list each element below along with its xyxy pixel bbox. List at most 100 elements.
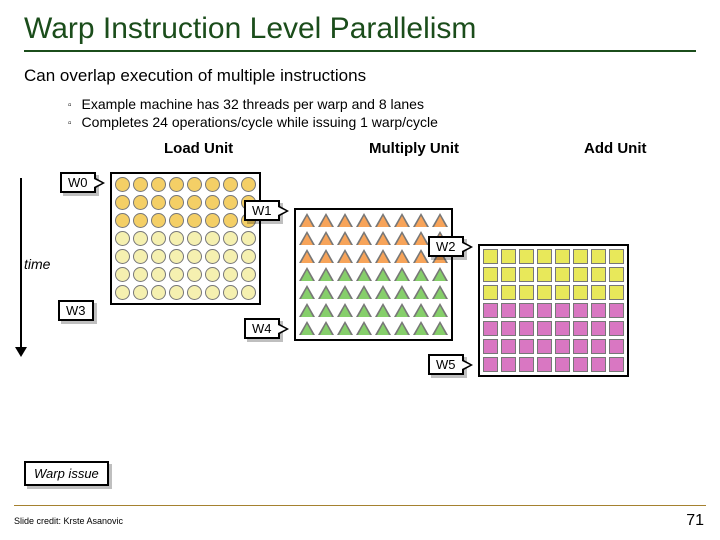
square-cell: [609, 285, 624, 300]
triangle-cell: [375, 267, 391, 282]
triangle-cell: [356, 267, 372, 282]
triangle-cell: [394, 213, 410, 228]
circle-cell: [169, 177, 184, 192]
triangle-cell: [337, 285, 353, 300]
triangle-cell: [356, 321, 372, 336]
warp-label: W0: [60, 172, 96, 193]
bullet-item: Example machine has 32 threads per warp …: [68, 96, 696, 112]
circle-cell: [223, 213, 238, 228]
circle-cell: [241, 267, 256, 282]
circle-cell: [115, 195, 130, 210]
circle-cell: [151, 285, 166, 300]
triangle-cell: [413, 285, 429, 300]
circle-cell: [115, 249, 130, 264]
subtitle: Can overlap execution of multiple instru…: [24, 66, 696, 86]
triangle-cell: [318, 303, 334, 318]
triangle-cell: [432, 285, 448, 300]
triangle-cell: [337, 303, 353, 318]
circle-cell: [187, 195, 202, 210]
slide-credit: Slide credit: Krste Asanovic: [14, 516, 123, 526]
square-cell: [609, 249, 624, 264]
square-cell: [591, 285, 606, 300]
circle-cell: [223, 195, 238, 210]
square-cell: [555, 285, 570, 300]
square-cell: [555, 267, 570, 282]
square-cell: [537, 267, 552, 282]
square-cell: [537, 321, 552, 336]
unit-label-mult: Multiply Unit: [369, 140, 459, 157]
square-cell: [573, 357, 588, 372]
square-cell: [555, 303, 570, 318]
triangle-cell: [375, 249, 391, 264]
unit-label-add: Add Unit: [584, 140, 646, 157]
circle-cell: [133, 249, 148, 264]
circle-cell: [241, 177, 256, 192]
triangle-cell: [432, 321, 448, 336]
circle-cell: [169, 213, 184, 228]
circle-cell: [169, 195, 184, 210]
circle-cell: [169, 231, 184, 246]
circle-cell: [205, 195, 220, 210]
unit-grid: [294, 208, 453, 341]
square-cell: [483, 249, 498, 264]
circle-cell: [115, 213, 130, 228]
triangle-cell: [299, 249, 315, 264]
triangle-cell: [299, 321, 315, 336]
square-cell: [519, 339, 534, 354]
triangle-cell: [413, 321, 429, 336]
square-cell: [609, 321, 624, 336]
circle-cell: [151, 195, 166, 210]
square-cell: [483, 321, 498, 336]
triangle-cell: [318, 321, 334, 336]
unit-grid: [110, 172, 261, 305]
circle-cell: [187, 177, 202, 192]
circle-cell: [151, 267, 166, 282]
circle-cell: [133, 213, 148, 228]
title-rule: [24, 50, 696, 52]
circle-cell: [133, 285, 148, 300]
square-cell: [537, 357, 552, 372]
triangle-cell: [375, 213, 391, 228]
square-cell: [501, 249, 516, 264]
triangle-cell: [413, 267, 429, 282]
square-cell: [501, 303, 516, 318]
warp-label: W1: [244, 200, 280, 221]
triangle-cell: [394, 321, 410, 336]
circle-cell: [223, 177, 238, 192]
triangle-cell: [318, 267, 334, 282]
square-cell: [537, 249, 552, 264]
square-cell: [519, 303, 534, 318]
circle-cell: [223, 285, 238, 300]
triangle-cell: [337, 213, 353, 228]
circle-cell: [133, 231, 148, 246]
triangle-cell: [318, 231, 334, 246]
circle-cell: [187, 213, 202, 228]
square-cell: [519, 357, 534, 372]
triangle-cell: [299, 267, 315, 282]
square-cell: [519, 321, 534, 336]
unit-label-load: Load Unit: [164, 140, 233, 157]
square-cell: [573, 249, 588, 264]
circle-cell: [205, 249, 220, 264]
triangle-cell: [375, 321, 391, 336]
square-cell: [537, 303, 552, 318]
square-cell: [555, 339, 570, 354]
circle-cell: [169, 285, 184, 300]
unit-labels-row: Load Unit Multiply Unit Add Unit: [24, 140, 696, 162]
square-cell: [501, 285, 516, 300]
triangle-cell: [356, 303, 372, 318]
square-cell: [483, 285, 498, 300]
square-cell: [591, 249, 606, 264]
triangle-cell: [299, 213, 315, 228]
triangle-cell: [299, 303, 315, 318]
square-cell: [609, 357, 624, 372]
square-cell: [501, 357, 516, 372]
triangle-cell: [394, 249, 410, 264]
square-cell: [573, 267, 588, 282]
triangle-cell: [299, 231, 315, 246]
square-cell: [591, 357, 606, 372]
triangle-cell: [413, 303, 429, 318]
square-cell: [573, 303, 588, 318]
square-cell: [573, 321, 588, 336]
circle-cell: [187, 231, 202, 246]
